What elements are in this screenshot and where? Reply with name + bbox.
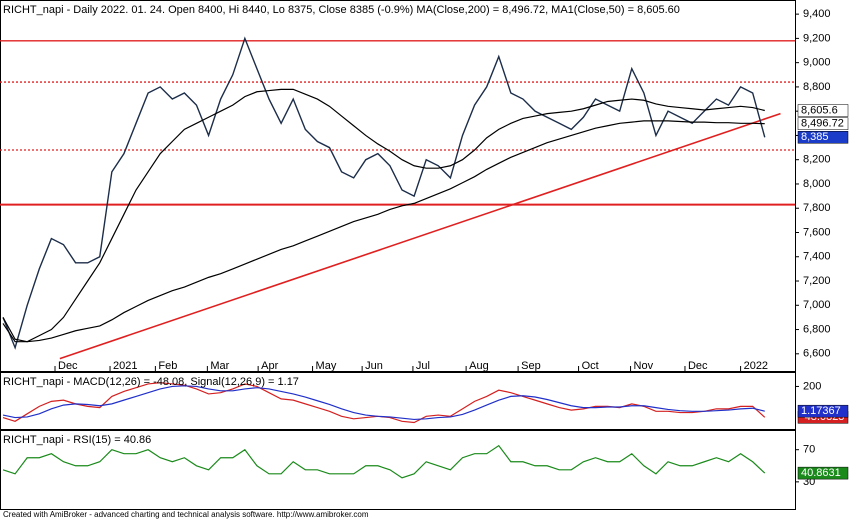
footer: Created with AmiBroker - advanced charti…: [3, 510, 369, 519]
panel-frame: [0, 430, 796, 510]
y-tick-label: 9,200: [803, 32, 831, 44]
series-line: [2, 88, 765, 343]
end-label-box: [797, 404, 849, 418]
x-tick-label: Aug: [469, 360, 489, 372]
x-tick-label: Jun: [365, 360, 383, 372]
series-line: [2, 444, 766, 479]
series-line: [2, 120, 765, 343]
y-tick-label: 7,200: [803, 275, 831, 287]
x-tick-label: Dec: [58, 360, 78, 372]
x-tick-label: Dec: [688, 360, 708, 372]
panel-title: RICHT_napi - Daily 2022. 01. 24. Open 84…: [3, 4, 680, 16]
y-tick-label: 8,200: [803, 154, 831, 166]
y-tick-label: 8,000: [803, 178, 831, 190]
panel-title: RICHT_napi - MACD(12,26) = -48.08, Signa…: [3, 376, 299, 388]
y-tick-label: 7,400: [803, 251, 831, 263]
panel-frame: [0, 0, 796, 372]
y-tick-label: 9,000: [803, 57, 831, 69]
end-label: 8,496.72: [801, 118, 844, 130]
y-tick-label: 70: [803, 444, 815, 456]
y-tick-label: 200: [803, 380, 821, 392]
series-line: [2, 385, 765, 421]
y-tick-label: 6,800: [803, 323, 831, 335]
y-tick-label: 7,800: [803, 202, 831, 214]
x-tick-label: Mar: [210, 360, 229, 372]
panel-title: RICHT_napi - RSI(15) = 40.86: [3, 434, 151, 446]
y-tick-label: 7,600: [803, 226, 831, 238]
x-tick-label: Jul: [416, 360, 430, 372]
y-tick-label: 9,400: [803, 8, 831, 20]
x-tick-label: May: [316, 360, 337, 372]
y-tick-label: 6,600: [803, 348, 831, 360]
end-label: 40.8631: [801, 467, 841, 479]
y-tick-label: 7,000: [803, 299, 831, 311]
x-tick-label: Feb: [158, 360, 177, 372]
x-tick-label: 2022: [744, 360, 768, 372]
trend-line: [59, 112, 781, 360]
end-label: 1.17367: [801, 405, 841, 417]
x-tick-label: 2021: [113, 360, 137, 372]
series-line: [2, 36, 766, 350]
end-label-box: [797, 117, 849, 130]
x-tick-label: Apr: [261, 360, 278, 372]
x-tick-label: Nov: [634, 360, 654, 372]
panel-frame: [0, 372, 796, 430]
end-label: 8,605.6: [801, 104, 838, 116]
x-tick-label: Oct: [582, 360, 599, 372]
end-label-box: [797, 466, 849, 480]
end-label-box: [797, 104, 849, 117]
end-label: 8,385: [801, 131, 829, 143]
end-label-box: [797, 131, 849, 144]
y-tick-label: 8,800: [803, 81, 831, 93]
x-tick-label: Sep: [521, 360, 541, 372]
